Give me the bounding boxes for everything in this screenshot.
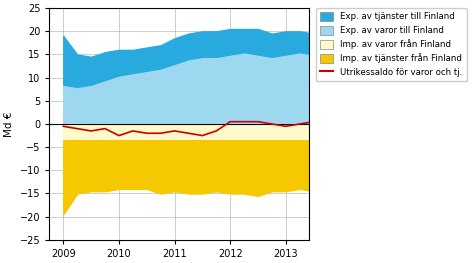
- Y-axis label: Md €: Md €: [4, 111, 14, 137]
- Legend: Exp. av tjänster till Finland, Exp. av varor till Finland, Imp. av varor från Fi: Exp. av tjänster till Finland, Exp. av v…: [316, 8, 467, 81]
